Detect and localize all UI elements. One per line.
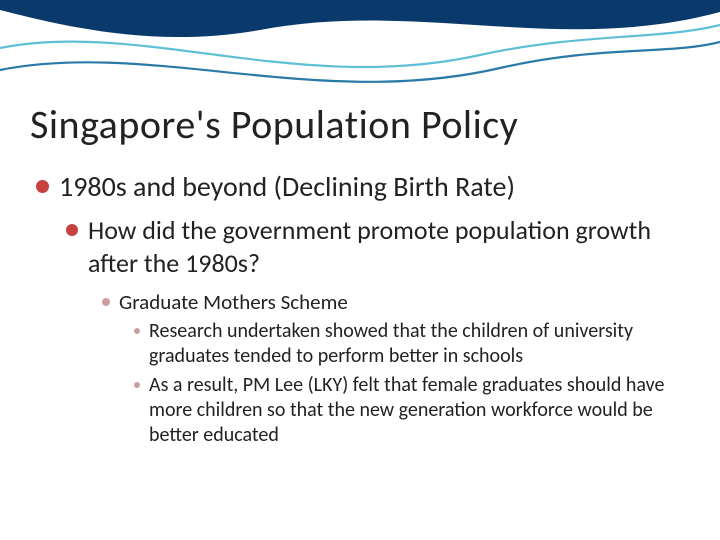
bullet-level-3: Graduate Mothers Scheme xyxy=(102,289,690,315)
wave-line-2 xyxy=(0,42,720,82)
bullet-dot-icon xyxy=(134,382,140,388)
slide-title: Singapore's Population Policy xyxy=(30,100,690,149)
bullet-level-4: Research undertaken showed that the chil… xyxy=(134,319,690,369)
bullet-level-4: As a result, PM Lee (LKY) felt that fema… xyxy=(134,373,690,448)
bullet-text: As a result, PM Lee (LKY) felt that fema… xyxy=(149,373,689,448)
bullet-dot-icon xyxy=(36,180,49,193)
bullet-dot-icon xyxy=(102,298,110,306)
bullet-text: How did the government promote populatio… xyxy=(88,214,690,279)
bullet-text: Graduate Mothers Scheme xyxy=(119,289,348,315)
bullet-level-1: 1980s and beyond (Declining Birth Rate) xyxy=(36,169,690,204)
wave-line-1 xyxy=(0,25,720,67)
wave-decoration xyxy=(0,0,720,110)
bullet-dot-icon xyxy=(134,328,140,334)
bullet-level-2: How did the government promote populatio… xyxy=(66,214,690,279)
slide: Singapore's Population Policy 1980s and … xyxy=(0,0,720,540)
bullet-text: Research undertaken showed that the chil… xyxy=(149,319,689,369)
bullet-dot-icon xyxy=(66,224,78,236)
wave-band xyxy=(0,0,720,37)
slide-content: Singapore's Population Policy 1980s and … xyxy=(30,100,690,452)
bullet-text: 1980s and beyond (Declining Birth Rate) xyxy=(59,169,515,204)
